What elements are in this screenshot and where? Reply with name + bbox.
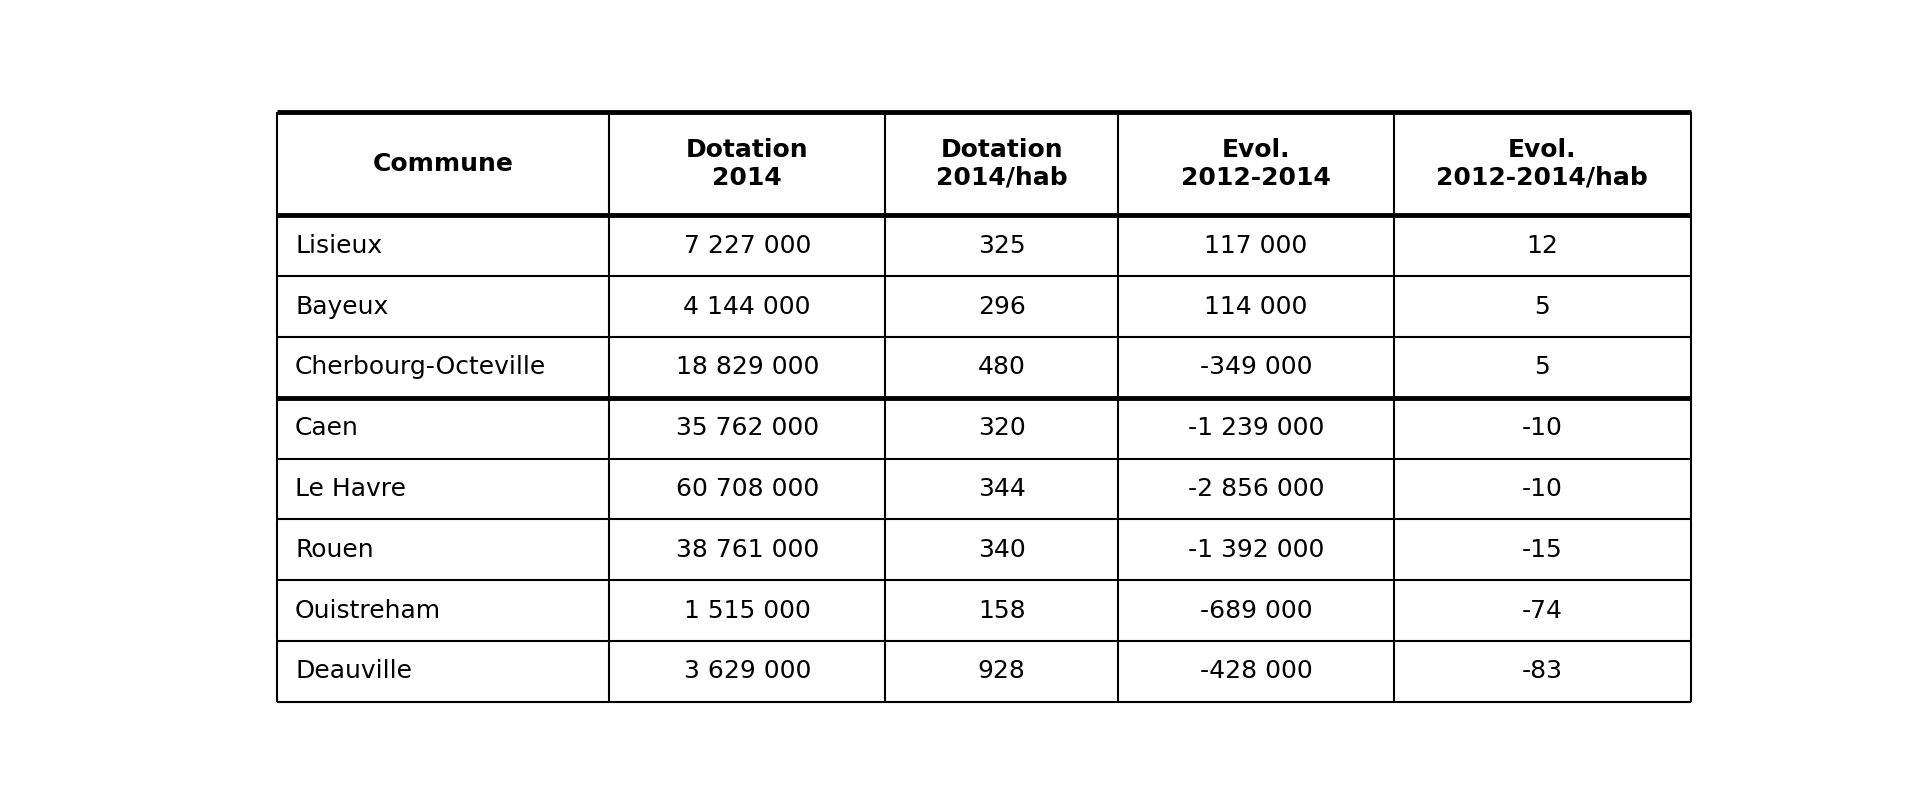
Text: 7 227 000: 7 227 000 <box>684 234 810 258</box>
Text: Bayeux: Bayeux <box>296 295 388 318</box>
Text: -1 239 000: -1 239 000 <box>1188 416 1325 440</box>
Text: Rouen: Rouen <box>296 538 374 562</box>
Text: 12: 12 <box>1526 234 1559 258</box>
Text: 4 144 000: 4 144 000 <box>684 295 810 318</box>
Text: -74: -74 <box>1523 599 1563 622</box>
Text: -83: -83 <box>1523 659 1563 683</box>
Text: Dotation
2014: Dotation 2014 <box>685 138 808 189</box>
Text: 35 762 000: 35 762 000 <box>676 416 818 440</box>
Text: -689 000: -689 000 <box>1200 599 1313 622</box>
Text: 5: 5 <box>1534 295 1549 318</box>
Text: 158: 158 <box>977 599 1025 622</box>
Text: Deauville: Deauville <box>296 659 413 683</box>
Text: -10: -10 <box>1523 477 1563 501</box>
Text: Ouistreham: Ouistreham <box>296 599 442 622</box>
Text: 344: 344 <box>977 477 1025 501</box>
Text: 60 708 000: 60 708 000 <box>676 477 818 501</box>
Text: Cherbourg-Octeville: Cherbourg-Octeville <box>296 355 547 380</box>
Text: Lisieux: Lisieux <box>296 234 382 258</box>
Text: -10: -10 <box>1523 416 1563 440</box>
Text: 1 515 000: 1 515 000 <box>684 599 810 622</box>
Text: 928: 928 <box>977 659 1025 683</box>
Text: 480: 480 <box>977 355 1025 380</box>
Text: Evol.
2012-2014/hab: Evol. 2012-2014/hab <box>1436 138 1647 189</box>
Text: 117 000: 117 000 <box>1204 234 1308 258</box>
Text: 325: 325 <box>977 234 1025 258</box>
Text: Commune: Commune <box>372 152 515 176</box>
Text: -1 392 000: -1 392 000 <box>1188 538 1325 562</box>
Text: -349 000: -349 000 <box>1200 355 1313 380</box>
Text: Dotation
2014/hab: Dotation 2014/hab <box>935 138 1068 189</box>
Text: -428 000: -428 000 <box>1200 659 1313 683</box>
Text: Le Havre: Le Havre <box>296 477 405 501</box>
Text: 18 829 000: 18 829 000 <box>676 355 820 380</box>
Text: 296: 296 <box>977 295 1025 318</box>
Text: 38 761 000: 38 761 000 <box>676 538 818 562</box>
Text: 340: 340 <box>977 538 1025 562</box>
Text: 114 000: 114 000 <box>1204 295 1308 318</box>
Text: 320: 320 <box>977 416 1025 440</box>
Text: 3 629 000: 3 629 000 <box>684 659 810 683</box>
Text: -15: -15 <box>1523 538 1563 562</box>
Text: -2 856 000: -2 856 000 <box>1188 477 1325 501</box>
Text: Evol.
2012-2014: Evol. 2012-2014 <box>1181 138 1331 189</box>
Text: 5: 5 <box>1534 355 1549 380</box>
Text: Caen: Caen <box>296 416 359 440</box>
